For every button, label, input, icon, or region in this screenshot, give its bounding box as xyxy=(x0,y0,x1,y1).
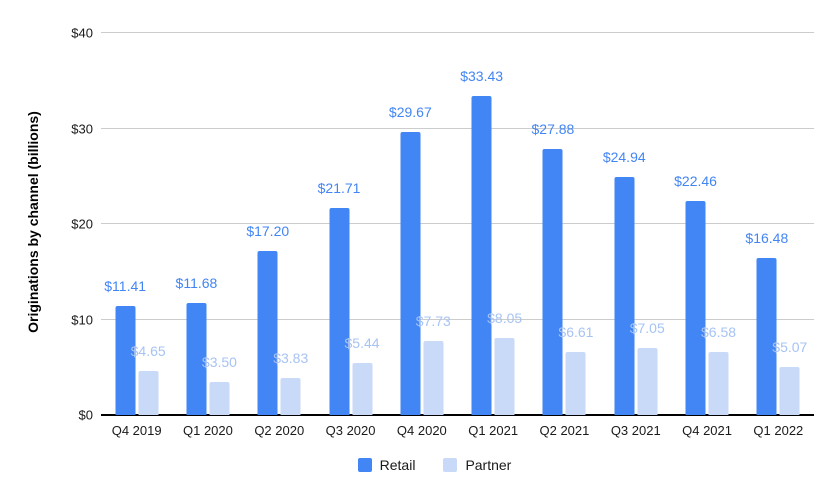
bar-pair: $16.48 $5.07 xyxy=(745,230,807,415)
bar-pair: $21.71 $5.44 xyxy=(318,180,380,415)
legend: Retail Partner xyxy=(0,457,839,473)
partner-bar: $8.05 xyxy=(487,310,522,415)
gridline xyxy=(101,127,814,129)
bar-group: $16.48 $5.07 xyxy=(743,33,814,415)
bar-group: $11.41 $4.65 xyxy=(101,33,172,415)
retail-bar: $16.48 xyxy=(745,230,788,415)
retail-value-label: $16.48 xyxy=(745,229,789,246)
retail-value-label: $17.20 xyxy=(246,222,290,239)
retail-value-label: $22.46 xyxy=(674,172,717,189)
bar-pair: $29.67 $7.73 xyxy=(389,104,451,415)
partner-bar: $3.83 xyxy=(273,350,308,415)
partner-value-label: $6.58 xyxy=(701,324,737,341)
x-tick-label: Q3 2020 xyxy=(325,423,376,438)
x-tick-label: Q2 2021 xyxy=(539,423,590,438)
y-tick-label: $0 xyxy=(78,407,93,423)
retail-value-label: $27.88 xyxy=(531,120,575,137)
retail-bar: $11.68 xyxy=(176,275,217,415)
y-tick-label: $10 xyxy=(71,312,93,327)
x-tick-label: Q2 2020 xyxy=(254,423,305,438)
partner-bar: $5.07 xyxy=(772,339,807,415)
retail-swatch xyxy=(357,458,372,472)
retail-bar: $21.71 xyxy=(318,180,360,415)
y-tick-label: $20 xyxy=(71,216,93,232)
x-tick-label: Q4 2021 xyxy=(682,423,732,438)
x-tick-label: Q1 2022 xyxy=(753,423,804,438)
retail-bar: $29.67 xyxy=(389,104,432,415)
partner-bar: $7.05 xyxy=(630,320,665,415)
y-tick-label: $30 xyxy=(71,121,93,136)
x-tick-label: Q4 2019 xyxy=(111,423,162,438)
retail-bar: $24.94 xyxy=(603,149,646,415)
retail-bar: $17.20 xyxy=(246,223,289,415)
retail-bar: $27.88 xyxy=(532,121,574,415)
retail-bar: $11.41 xyxy=(104,278,146,415)
legend-item-partner: Partner xyxy=(443,457,511,473)
partner-bar: $6.58 xyxy=(701,324,736,415)
retail-value-label: $29.67 xyxy=(388,103,432,120)
bar-pair: $17.20 $3.83 xyxy=(246,223,308,415)
gridline xyxy=(101,32,814,33)
partner-value-label: $5.44 xyxy=(344,335,380,352)
gridline xyxy=(101,223,814,224)
gridline xyxy=(101,318,814,320)
retail-value-label: $21.71 xyxy=(317,179,361,196)
bar-pair: $24.94 $7.05 xyxy=(603,149,665,415)
bar-pair: $27.88 $6.61 xyxy=(532,121,593,415)
retail-value-label: $24.94 xyxy=(602,148,646,165)
partner-bar: $7.73 xyxy=(416,313,451,415)
bar-group: $17.20 $3.83 xyxy=(244,33,315,415)
x-tick-label: Q1 2020 xyxy=(183,423,233,438)
x-tick-label: Q1 2021 xyxy=(468,423,519,438)
partner-value-label: $3.50 xyxy=(201,353,237,370)
partner-value-label: $6.61 xyxy=(558,323,594,340)
x-tick-label: Q4 2020 xyxy=(396,423,447,438)
partner-value-label: $5.07 xyxy=(772,338,808,355)
partner-bar: $4.65 xyxy=(131,343,166,415)
bar-group: $29.67 $7.73 xyxy=(386,33,457,415)
plot-area: $11.41 $4.65 $11.68 $3.50 $17.20 $3.83 $21.71 $… xyxy=(101,32,814,416)
bar-group: $11.68 $3.50 xyxy=(172,33,243,415)
retail-bar: $22.46 xyxy=(674,173,717,415)
bar-pair: $11.68 $3.50 xyxy=(176,275,237,415)
partner-bar: $3.50 xyxy=(202,354,237,415)
retail-value-label: $11.68 xyxy=(175,275,218,292)
bar-pair: $33.43 $8.05 xyxy=(460,68,522,415)
retail-value-label: $11.41 xyxy=(104,278,147,295)
bar-group: $33.43 $8.05 xyxy=(458,33,529,415)
partner-value-label: $7.05 xyxy=(629,319,665,336)
retail-bar: $33.43 xyxy=(460,68,503,415)
partner-value-label: $7.73 xyxy=(415,313,451,330)
x-axis-baseline xyxy=(101,414,814,416)
bar-group: $24.94 $7.05 xyxy=(600,33,671,415)
bar-group: $27.88 $6.61 xyxy=(529,33,600,415)
bar-group: $22.46 $6.58 xyxy=(671,33,742,415)
partner-value-label: $8.05 xyxy=(487,310,523,327)
bar-pair: $22.46 $6.58 xyxy=(674,173,736,415)
legend-item-retail: Retail xyxy=(357,457,416,473)
partner-bar: $5.44 xyxy=(345,335,380,415)
retail-value-label: $33.43 xyxy=(460,67,504,84)
legend-label-partner: Partner xyxy=(465,457,512,473)
y-tick-label: $40 xyxy=(71,25,93,41)
legend-label-retail: Retail xyxy=(379,457,416,473)
bar-pair: $11.41 $4.65 xyxy=(104,278,166,415)
partner-value-label: $4.65 xyxy=(130,342,166,359)
partner-swatch xyxy=(443,458,458,472)
partner-value-label: $3.83 xyxy=(273,350,309,367)
x-tick-label: Q3 2021 xyxy=(610,423,661,438)
bar-group: $21.71 $5.44 xyxy=(315,33,386,415)
partner-bar: $6.61 xyxy=(558,324,593,415)
